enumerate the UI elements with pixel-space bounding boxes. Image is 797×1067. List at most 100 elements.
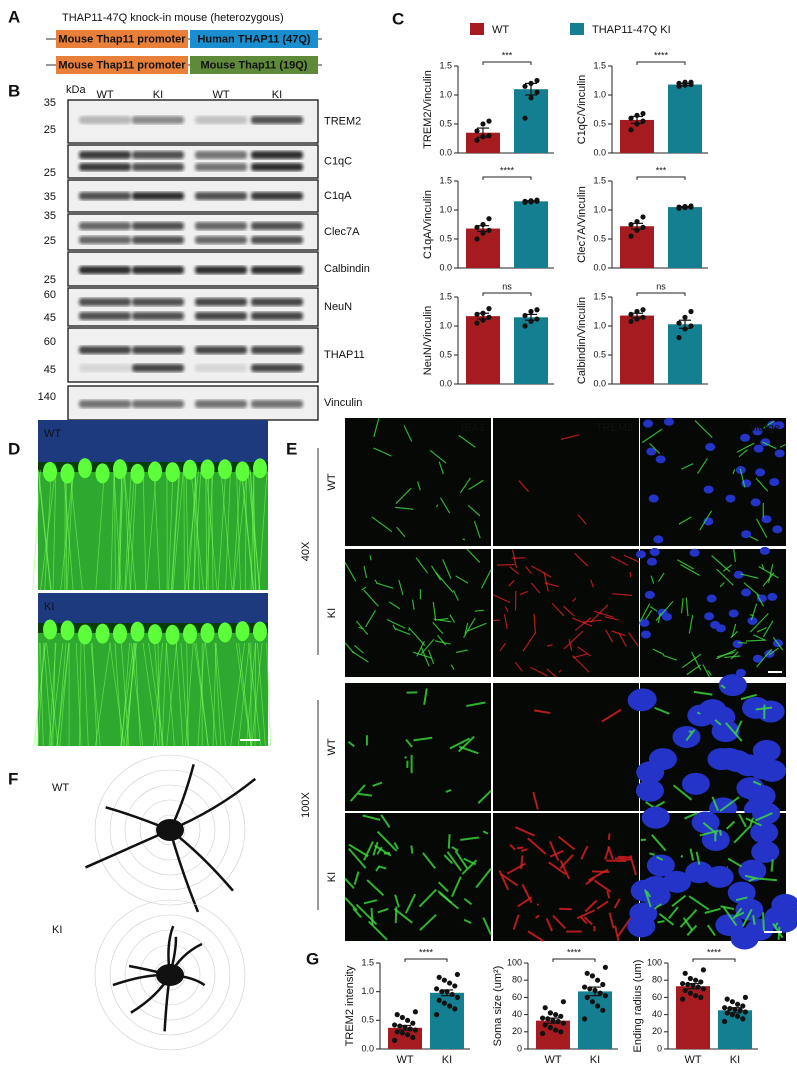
data-point	[688, 79, 694, 85]
process	[702, 822, 718, 835]
data-point	[628, 221, 634, 228]
process	[772, 923, 784, 939]
process	[645, 890, 652, 898]
dendrite	[165, 642, 175, 747]
lane-label: KI	[272, 89, 282, 101]
data-point	[560, 999, 567, 1005]
column-label: Merge	[749, 422, 780, 434]
process	[680, 598, 684, 614]
nucleus	[741, 588, 752, 597]
process	[677, 559, 695, 570]
data-point	[742, 994, 749, 1001]
x-tick-label: KI	[442, 1054, 452, 1066]
data-point	[682, 314, 688, 320]
data-point	[735, 1001, 741, 1007]
nucleus	[648, 748, 677, 771]
y-tick-label: 1.5	[439, 291, 452, 301]
process	[374, 579, 378, 583]
process	[395, 628, 411, 636]
data-point	[436, 997, 442, 1003]
dendrite	[186, 642, 189, 747]
process	[563, 605, 575, 617]
process	[348, 843, 369, 858]
bar	[620, 315, 654, 384]
data-point	[584, 970, 590, 976]
process	[752, 780, 762, 786]
data-point	[589, 999, 596, 1005]
process	[580, 916, 588, 925]
process	[623, 554, 640, 563]
y-tick-label: 80	[652, 975, 662, 985]
y-tick-label: 100	[647, 957, 662, 967]
process	[657, 613, 661, 624]
nucleus	[635, 779, 664, 802]
y-tick-label: 0.5	[439, 233, 452, 243]
process	[724, 655, 741, 659]
data-point	[486, 216, 492, 222]
y-tick-label: 20	[512, 1026, 522, 1036]
process	[432, 621, 444, 635]
process	[680, 854, 684, 858]
data-point	[486, 133, 492, 139]
dendrite	[123, 642, 138, 747]
process	[457, 735, 475, 753]
dendrite	[233, 469, 248, 591]
process	[417, 481, 421, 491]
legend-swatch	[570, 23, 584, 35]
nucleus	[772, 525, 783, 534]
data-point	[486, 227, 492, 233]
y-tick-label: 0.0	[439, 262, 452, 272]
dendrite	[225, 469, 231, 591]
dendrite	[118, 469, 125, 591]
data-point	[397, 1023, 403, 1029]
process	[629, 572, 632, 578]
data-point	[640, 224, 646, 230]
process	[735, 911, 745, 918]
construct-box	[190, 56, 318, 74]
dendrite	[217, 469, 227, 591]
process	[577, 514, 587, 525]
data-point	[522, 115, 528, 121]
dendrite	[134, 642, 141, 747]
blot-band	[195, 364, 247, 372]
process	[493, 594, 511, 604]
process	[583, 916, 593, 926]
process	[463, 918, 472, 924]
significance-label: ***	[502, 50, 513, 60]
purkinje-cell	[253, 458, 267, 479]
process	[574, 617, 592, 631]
nucleus	[767, 420, 778, 429]
data-point	[558, 1013, 564, 1019]
purkinje-cell	[165, 462, 180, 483]
marker-label: 45	[44, 364, 56, 376]
data-point	[600, 981, 606, 988]
blot-band	[195, 400, 247, 408]
process	[405, 738, 413, 748]
process	[396, 526, 406, 538]
data-point	[410, 1034, 416, 1041]
process	[653, 903, 662, 910]
process	[639, 603, 651, 623]
data-point	[742, 1009, 749, 1015]
data-point	[449, 991, 455, 998]
sholl-ring	[109, 914, 231, 1036]
micrograph	[640, 418, 786, 546]
blot-band	[195, 222, 247, 230]
process	[449, 614, 456, 623]
process	[420, 638, 435, 656]
nucleus	[707, 706, 736, 729]
y-tick-label: 0.0	[593, 147, 606, 157]
data-point	[534, 307, 540, 313]
dendrite	[161, 642, 167, 747]
purkinje-cell	[200, 459, 215, 480]
process	[411, 599, 415, 610]
process	[450, 876, 462, 898]
significance-label: ns	[656, 281, 666, 291]
kda-label: kDa	[66, 84, 86, 96]
nucleus	[655, 455, 666, 464]
data-point	[534, 77, 540, 84]
dendrite	[254, 642, 256, 747]
process	[641, 428, 663, 444]
process	[658, 913, 675, 926]
data-point	[682, 203, 688, 210]
